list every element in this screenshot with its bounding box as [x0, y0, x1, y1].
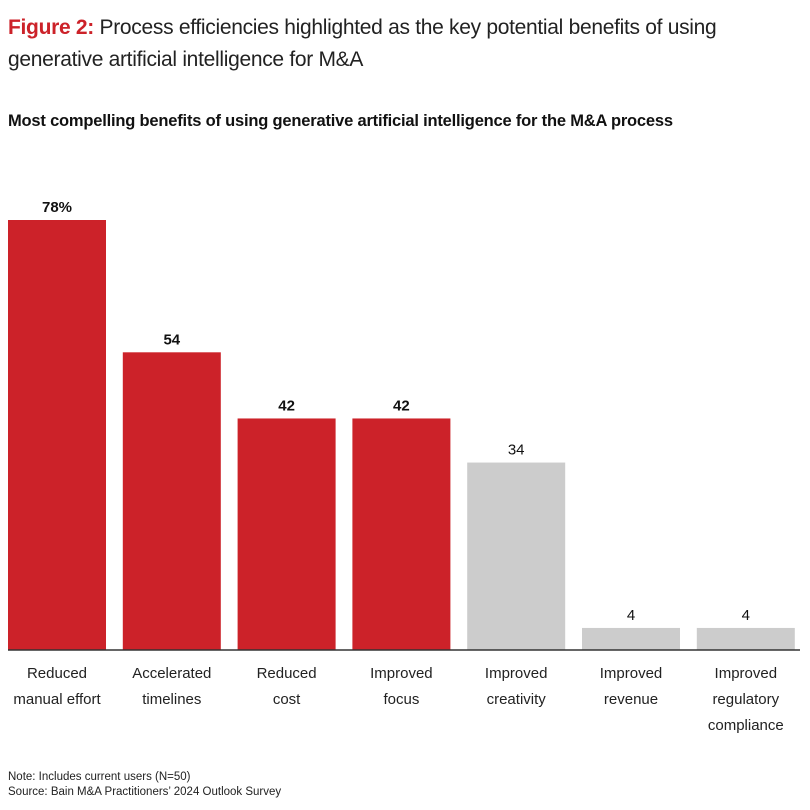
- category-label: Improved creativity: [485, 665, 548, 708]
- bar: [8, 220, 106, 650]
- note-text: Note: Includes current users (N=50): [8, 771, 191, 783]
- bar: [237, 418, 336, 650]
- data-label: 78%: [42, 199, 72, 216]
- chart-subtitle: Most compelling benefits of using genera…: [8, 112, 673, 130]
- category-label: Reduced cost: [257, 665, 317, 708]
- data-label: 4: [742, 607, 750, 624]
- bar: [352, 418, 451, 650]
- data-label: 34: [508, 442, 525, 459]
- data-label: 42: [393, 397, 410, 414]
- bar: [696, 627, 795, 650]
- category-label: Improved revenue: [600, 665, 663, 708]
- data-label: 42: [278, 397, 295, 414]
- category-label: Improved regulatory compliance: [708, 665, 784, 734]
- data-label: 4: [627, 607, 635, 624]
- category-label: Reduced manual effort: [13, 665, 101, 708]
- figure-title: Figure 2: Process efficiencies highlight…: [8, 12, 798, 76]
- bar: [582, 627, 680, 650]
- bar-chart: 78% Reduced manual effort 54 Accelerated time…: [8, 199, 800, 734]
- bar: [467, 462, 566, 650]
- footnotes: Note: Includes current users (N=50) Sour…: [8, 770, 281, 800]
- source-text: Source: Bain M&A Practitioners’ 2024 Out…: [8, 786, 282, 798]
- figure-label: Figure 2:: [8, 16, 94, 39]
- figure-title-text: Process efficiencies highlighted as the …: [8, 16, 717, 71]
- data-label: 54: [163, 331, 180, 348]
- bar: [122, 352, 221, 650]
- category-label: Accelerated timelines: [132, 665, 211, 708]
- category-label: Improved focus: [370, 665, 433, 708]
